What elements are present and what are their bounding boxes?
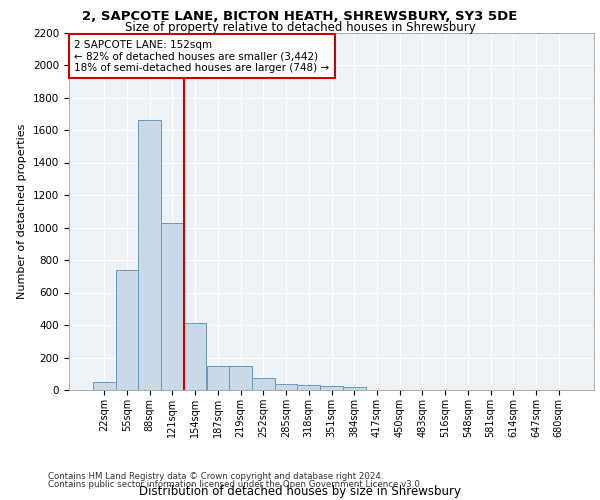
- Bar: [229, 366, 252, 390]
- Bar: [343, 387, 365, 390]
- Bar: [320, 386, 343, 390]
- Text: 2 SAPCOTE LANE: 152sqm
← 82% of detached houses are smaller (3,442)
18% of semi-: 2 SAPCOTE LANE: 152sqm ← 82% of detached…: [74, 40, 329, 73]
- Text: 2, SAPCOTE LANE, BICTON HEATH, SHREWSBURY, SY3 5DE: 2, SAPCOTE LANE, BICTON HEATH, SHREWSBUR…: [82, 10, 518, 23]
- Bar: [206, 366, 229, 390]
- Bar: [252, 378, 275, 390]
- Bar: [184, 324, 206, 390]
- Text: Distribution of detached houses by size in Shrewsbury: Distribution of detached houses by size …: [139, 484, 461, 498]
- Y-axis label: Number of detached properties: Number of detached properties: [17, 124, 28, 299]
- Bar: [161, 224, 184, 390]
- Bar: [93, 382, 116, 390]
- Text: Contains HM Land Registry data © Crown copyright and database right 2024.: Contains HM Land Registry data © Crown c…: [48, 472, 383, 481]
- Bar: [275, 384, 298, 390]
- Bar: [139, 120, 161, 390]
- Bar: [298, 385, 320, 390]
- Bar: [116, 270, 139, 390]
- Text: Contains public sector information licensed under the Open Government Licence v3: Contains public sector information licen…: [48, 480, 422, 489]
- Text: Size of property relative to detached houses in Shrewsbury: Size of property relative to detached ho…: [125, 21, 475, 34]
